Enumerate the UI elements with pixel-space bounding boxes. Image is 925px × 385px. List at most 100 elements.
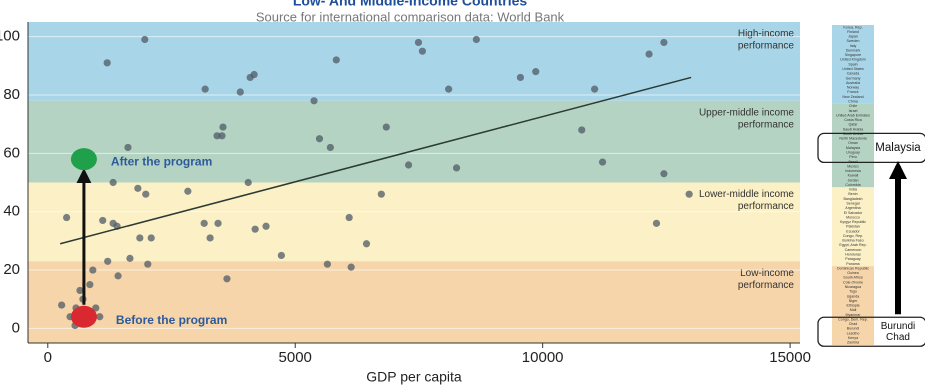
ranking-country: Senegal bbox=[846, 202, 859, 206]
band-label: Upper-middle income bbox=[699, 107, 794, 118]
ranking-band bbox=[832, 25, 874, 104]
ranking-country: Kenya bbox=[848, 336, 858, 340]
point bbox=[136, 234, 144, 242]
point bbox=[104, 257, 112, 265]
point bbox=[310, 97, 318, 105]
callout-label: Malaysia bbox=[875, 142, 921, 154]
ranking-country: Spain bbox=[848, 62, 857, 66]
point bbox=[578, 126, 586, 134]
ranking-country: Mali bbox=[850, 308, 857, 312]
band-label: performance bbox=[738, 201, 795, 212]
point bbox=[126, 254, 134, 262]
ranking-country: Jordan bbox=[848, 178, 859, 182]
chart-subtitle: Source for international comparison data… bbox=[256, 9, 565, 24]
x-tick-label: 0 bbox=[44, 349, 52, 366]
callout-label: Burundi bbox=[881, 321, 915, 332]
point bbox=[142, 190, 150, 198]
ranking-country: Singapore bbox=[845, 53, 861, 57]
ranking-country: South Africa bbox=[843, 276, 862, 280]
ranking-country: Zambia bbox=[847, 341, 859, 345]
callout-label: Chad bbox=[886, 332, 910, 343]
point bbox=[134, 184, 142, 192]
y-tick-label: 60 bbox=[3, 144, 20, 161]
point bbox=[532, 68, 540, 76]
point bbox=[516, 73, 524, 82]
ranking-country: Cote d'Ivoire bbox=[843, 280, 863, 284]
ranking-country: Italy bbox=[850, 44, 857, 48]
point bbox=[219, 123, 227, 131]
ranking-country: United Kingdom bbox=[840, 58, 866, 62]
x-tick-label: 15000 bbox=[769, 349, 811, 366]
point bbox=[660, 38, 668, 47]
point bbox=[103, 59, 111, 67]
point bbox=[144, 260, 152, 268]
x-tick-label: 5000 bbox=[279, 349, 312, 366]
point bbox=[445, 85, 453, 93]
point bbox=[223, 275, 231, 283]
point bbox=[58, 301, 66, 309]
ranking-country: Chad bbox=[849, 322, 858, 326]
point bbox=[147, 234, 155, 242]
band-label: Low-income bbox=[740, 268, 794, 279]
ranking-country: China bbox=[848, 99, 857, 103]
band bbox=[28, 182, 800, 262]
point bbox=[685, 190, 693, 198]
ranking-country: Panama bbox=[846, 262, 859, 266]
point bbox=[206, 234, 214, 242]
ranking-country: Togo bbox=[849, 290, 857, 294]
point bbox=[201, 85, 209, 93]
ranking-country: Malaysia bbox=[846, 146, 860, 150]
point bbox=[472, 35, 480, 44]
ranking-country: Congo, Rep. bbox=[843, 234, 863, 238]
ranking-country: Japan bbox=[848, 35, 858, 39]
ranking-country: Denmark bbox=[846, 48, 861, 52]
ranking-country: El Salvador bbox=[844, 211, 863, 215]
band-label: High-income bbox=[738, 29, 795, 40]
ranking-country: New Zealand bbox=[842, 95, 863, 99]
point bbox=[418, 47, 427, 55]
point bbox=[598, 158, 607, 166]
ranking-country: Indonesia bbox=[845, 169, 861, 173]
point bbox=[404, 161, 413, 169]
ranking-country: North Macedonia bbox=[839, 137, 866, 141]
point bbox=[452, 164, 461, 172]
ranking-country: Lesotho bbox=[847, 331, 860, 335]
annotation-label: After the program bbox=[111, 154, 212, 168]
annotation-marker bbox=[70, 305, 97, 328]
ranking-country: Mexico bbox=[847, 164, 858, 168]
point bbox=[377, 190, 385, 198]
point bbox=[591, 85, 599, 93]
ranking-country: Ecuador bbox=[846, 229, 860, 233]
point bbox=[362, 240, 371, 248]
point bbox=[76, 286, 84, 295]
ranking-band bbox=[832, 103, 874, 188]
ranking-country: Peru bbox=[849, 155, 857, 159]
point bbox=[315, 135, 324, 143]
band-label: performance bbox=[738, 280, 795, 291]
ranking-country: Uganda bbox=[847, 294, 860, 298]
point bbox=[99, 216, 107, 225]
point bbox=[250, 70, 258, 79]
point bbox=[382, 123, 390, 131]
point bbox=[332, 56, 340, 64]
y-tick-label: 100 bbox=[0, 28, 20, 45]
point bbox=[96, 313, 104, 321]
ranking-country: United States bbox=[842, 67, 864, 71]
point bbox=[414, 38, 423, 47]
x-axis-title: GDP per capita bbox=[366, 369, 462, 385]
x-tick-label: 10000 bbox=[522, 349, 564, 366]
y-tick-label: 20 bbox=[3, 261, 20, 278]
ranking-country: Niger bbox=[849, 299, 858, 303]
point bbox=[213, 132, 221, 140]
ranking-country: Korea, Rep. bbox=[843, 25, 862, 29]
ranking-band bbox=[832, 266, 874, 345]
point bbox=[141, 35, 149, 44]
y-tick-label: 0 bbox=[12, 319, 20, 336]
ranking-country: Australia bbox=[846, 81, 860, 85]
band bbox=[28, 22, 800, 101]
ranking-country: Burkina Faso bbox=[842, 239, 863, 243]
point bbox=[326, 143, 334, 152]
ranking-country: Chile bbox=[849, 104, 857, 108]
ranking-country: Egypt, Arab Rep. bbox=[839, 243, 866, 247]
